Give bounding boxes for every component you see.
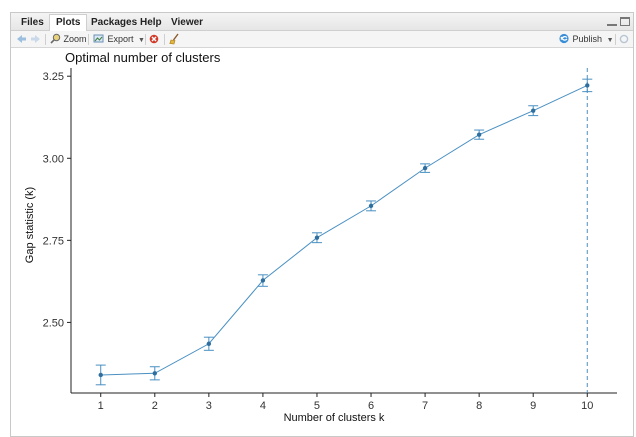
export-button[interactable]: Export ▼ [93, 32, 145, 47]
chart-title: Optimal number of clusters [65, 50, 221, 65]
zoom-button[interactable]: Zoom [50, 32, 87, 47]
export-label: Export [107, 34, 134, 44]
y-tick-label: 2.50 [43, 317, 64, 329]
arrow-right-icon[interactable] [30, 34, 41, 44]
data-point [152, 371, 157, 376]
pane-tab-bar: Files Plots Packages Help Viewer [11, 13, 633, 31]
toolbar-divider [45, 34, 46, 45]
y-tick-label: 2.75 [43, 235, 64, 247]
tab-viewer[interactable]: Viewer [171, 17, 204, 28]
x-tick-label: 10 [581, 400, 593, 412]
tab-files[interactable]: Files [21, 17, 44, 28]
x-tick-label: 1 [98, 400, 104, 412]
zoom-label: Zoom [63, 34, 87, 44]
toolbar-divider [88, 34, 89, 45]
refresh-icon[interactable] [619, 34, 629, 44]
data-point [314, 235, 320, 240]
data-point [585, 83, 590, 88]
data-point [422, 165, 428, 171]
tab-packages[interactable]: Packages [91, 17, 138, 28]
x-tick-label: 6 [368, 400, 374, 412]
plots-pane: Files Plots Packages Help Viewer Zoom [10, 12, 634, 437]
maximize-icon[interactable] [620, 17, 630, 26]
series-gap [95, 68, 593, 393]
x-tick-label: 7 [422, 400, 428, 412]
data-point [98, 372, 103, 378]
x-tick-label: 3 [206, 400, 212, 412]
x-tick-label: 8 [476, 400, 482, 412]
publish-label: Publish [572, 34, 603, 44]
data-point [531, 108, 536, 113]
y-axis-label: Gap statistic (k) [24, 187, 36, 263]
toolbar-divider [164, 34, 165, 45]
x-axis-label: Number of clusters k [284, 412, 385, 424]
chevron-down-icon: ▼ [138, 37, 145, 44]
toolbar-divider [615, 34, 616, 45]
plots-toolbar: Zoom Export ▼ Publ [11, 31, 633, 48]
toolbar-divider [145, 34, 146, 45]
data-point [206, 341, 212, 346]
tab-help[interactable]: Help [140, 17, 162, 28]
series-line [100, 84, 588, 376]
chevron-down-icon: ▼ [606, 37, 614, 44]
x-tick-label: 2 [152, 400, 158, 412]
data-point [260, 278, 266, 283]
x-tick-label: 9 [530, 400, 536, 412]
x-axis: 1 2 3 4 5 6 7 8 9 10 [71, 392, 617, 412]
y-axis: 2.50 2.75 3.00 3.25 [43, 68, 72, 393]
broom-icon[interactable] [169, 33, 180, 45]
arrow-left-icon[interactable] [16, 34, 27, 44]
magnifier-icon [50, 33, 61, 44]
y-tick-label: 3.25 [43, 71, 64, 83]
x-tick-label: 5 [314, 400, 320, 412]
publish-icon [559, 33, 569, 44]
x-tick-label: 4 [260, 400, 266, 412]
data-point [476, 132, 482, 137]
remove-plot-icon[interactable] [149, 34, 159, 44]
tab-plots[interactable]: Plots [49, 14, 88, 31]
data-point [368, 203, 374, 209]
minimize-icon[interactable] [607, 17, 617, 26]
export-icon [93, 34, 104, 43]
y-tick-label: 3.00 [43, 153, 64, 165]
publish-button[interactable]: Publish ▼ [558, 32, 614, 47]
